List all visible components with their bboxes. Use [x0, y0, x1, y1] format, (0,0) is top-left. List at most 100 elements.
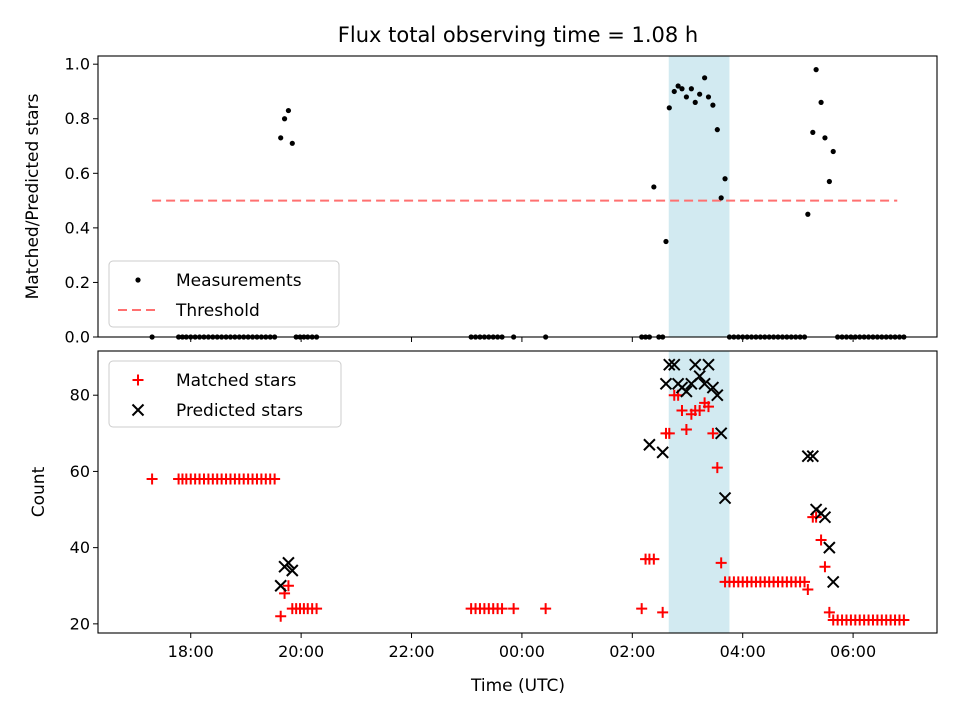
- y-tick-label: 0.2: [65, 273, 90, 292]
- data-point: [698, 377, 711, 390]
- data-point: [540, 603, 552, 615]
- y-tick-label: 20: [70, 614, 90, 633]
- data-point: [799, 576, 811, 588]
- data-point: [697, 91, 703, 97]
- data-point: [285, 107, 292, 114]
- y-tick-label: 0.8: [65, 109, 90, 128]
- data-point: [694, 404, 706, 416]
- x-tick-label: 20:00: [278, 642, 324, 661]
- data-point: [710, 102, 716, 108]
- data-point: [823, 541, 836, 554]
- data-point: [663, 427, 675, 439]
- legend-box: [108, 360, 342, 428]
- data-point: [286, 564, 299, 577]
- data-point: [830, 148, 836, 155]
- x-tick-label: 06:00: [830, 642, 876, 661]
- data-point: [657, 606, 669, 618]
- legend-label: Measurements: [176, 271, 302, 291]
- data-point: [711, 462, 723, 474]
- data-point: [311, 603, 323, 615]
- data-point: [269, 473, 281, 485]
- data-point: [680, 424, 692, 436]
- data-point: [815, 534, 827, 546]
- y-axis-label: Matched/Predicted stars: [23, 93, 43, 299]
- data-point: [648, 553, 660, 565]
- data-point: [822, 135, 828, 141]
- data-point: [827, 575, 840, 589]
- data-point: [714, 127, 720, 133]
- data-point: [813, 67, 819, 73]
- x-tick-label: 04:00: [720, 642, 766, 661]
- data-point: [714, 427, 728, 440]
- legend: Matched stars Predicted stars: [108, 360, 342, 428]
- x-tick-label: 18:00: [168, 642, 214, 661]
- legend-label: Threshold: [175, 301, 260, 321]
- series-predicted-stars: [274, 358, 840, 592]
- data-point: [702, 75, 708, 81]
- data-point: [706, 381, 720, 394]
- data-point: [707, 427, 719, 439]
- data-point: [676, 404, 688, 416]
- legend-box: [108, 260, 340, 328]
- data-point: [826, 178, 832, 185]
- y-tick-label: 80: [70, 386, 90, 405]
- data-point: [898, 614, 910, 626]
- data-point: [702, 401, 714, 413]
- ratio-panel: 0.0 0.2 0.4 0.6 0.8 1.0 Matched/Predicted star…: [23, 55, 938, 347]
- y-tick-label: 60: [70, 462, 90, 481]
- y-tick-label: 1.0: [65, 55, 90, 74]
- data-point: [689, 358, 702, 371]
- data-point: [289, 140, 295, 146]
- y-tick-label: 40: [70, 538, 90, 557]
- data-point: [281, 116, 288, 122]
- data-point: [718, 195, 724, 201]
- data-point: [275, 610, 287, 622]
- data-point: [671, 88, 677, 95]
- data-point: [651, 184, 657, 190]
- data-point: [806, 449, 820, 463]
- data-point: [282, 556, 295, 570]
- data-point: [668, 358, 681, 371]
- count-panel: 20 40 60 80 18:00 20:00 22:00 00:00 02:00 04:00 06…: [29, 350, 938, 661]
- data-point: [636, 603, 648, 615]
- data-point: [643, 438, 656, 451]
- legend-marker-plus: [132, 374, 144, 386]
- data-point: [823, 606, 835, 618]
- data-point: [496, 603, 508, 615]
- data-point: [810, 129, 816, 135]
- data-point: [659, 377, 673, 390]
- series-measurements: [149, 67, 907, 340]
- x-tick-label: 00:00: [499, 642, 545, 661]
- data-point: [722, 176, 728, 182]
- chart-title: Flux total observing time = 1.08 h: [338, 23, 698, 47]
- legend-marker-x: [131, 403, 145, 417]
- data-point: [715, 557, 727, 569]
- legend: Measurements Threshold: [108, 260, 340, 328]
- data-point: [666, 105, 672, 111]
- data-point: [688, 86, 694, 92]
- y-axis-label: Count: [29, 466, 49, 517]
- y-tick-label: 0.6: [65, 164, 90, 183]
- data-point: [508, 603, 520, 615]
- data-point: [656, 446, 669, 459]
- data-point: [818, 510, 832, 524]
- data-point: [663, 238, 669, 245]
- data-point: [683, 94, 690, 100]
- x-axis-label: Time (UTC): [470, 676, 565, 696]
- data-point: [805, 211, 811, 217]
- data-point: [802, 584, 814, 596]
- data-point: [679, 86, 685, 92]
- data-point: [702, 358, 715, 371]
- legend-label: Predicted stars: [176, 401, 303, 421]
- data-point: [680, 385, 693, 398]
- data-point: [718, 491, 732, 505]
- plot-frame: [97, 350, 938, 634]
- data-point: [274, 579, 287, 592]
- data-point: [282, 580, 294, 592]
- data-point: [801, 449, 815, 463]
- data-point: [146, 473, 158, 485]
- legend-marker-dot: [135, 277, 141, 283]
- series-matched-stars: [146, 389, 910, 626]
- x-tick-label: 02:00: [609, 642, 655, 661]
